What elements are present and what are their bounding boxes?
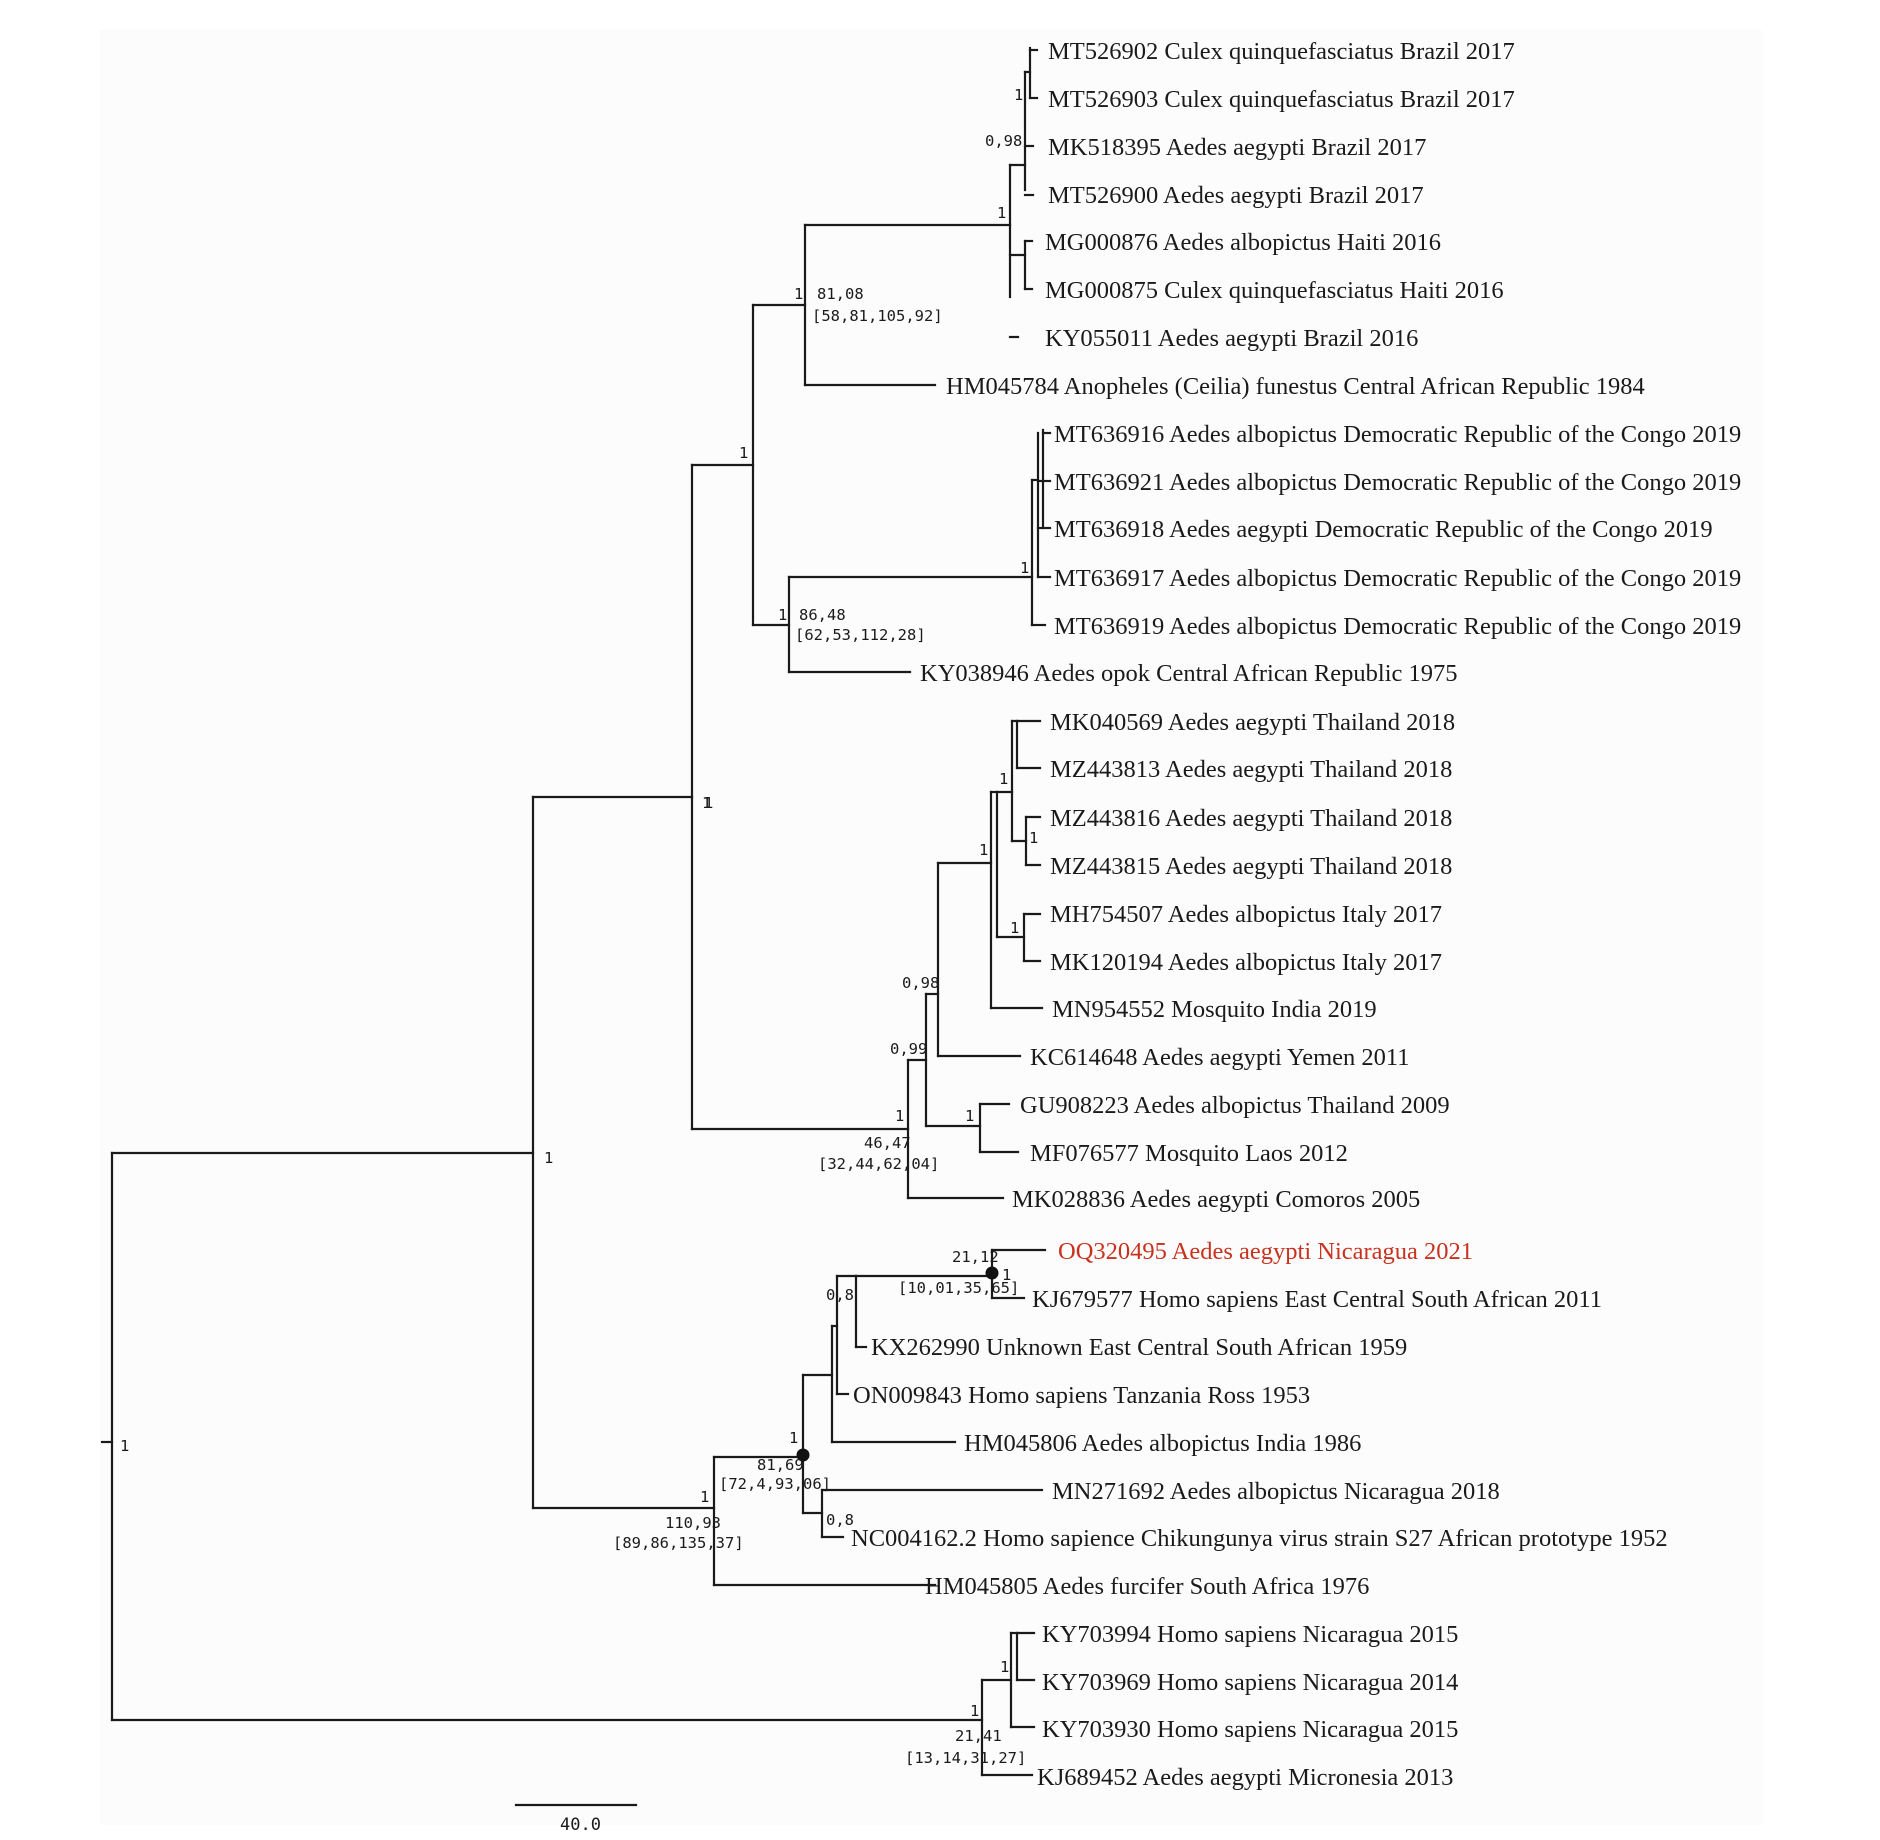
node-hpd: [10,01,35,65] [898, 1279, 1019, 1297]
node-support: 1 [702, 794, 711, 812]
tip-label: KJ689452 Aedes aegypti Micronesia 2013 [1037, 1764, 1453, 1791]
tip-label: HM045784 Anopheles (Ceilia) funestus Cen… [946, 373, 1645, 400]
tree-branches [100, 46, 1052, 1807]
tip-label: MH754507 Aedes albopictus Italy 2017 [1050, 901, 1442, 928]
tip-label: MF076577 Mosquito Laos 2012 [1030, 1140, 1348, 1167]
node-support: 0,98 [985, 132, 1022, 150]
node-hpd: [72,4,93,06] [719, 1475, 831, 1493]
node-support: 1 [1029, 829, 1038, 847]
tip-label: MT636917 Aedes albopictus Democratic Rep… [1054, 565, 1741, 592]
tip-label: MG000875 Culex quinquefasciatus Haiti 20… [1045, 277, 1504, 304]
node-support: 1 [997, 204, 1006, 222]
tip-label: KY703930 Homo sapiens Nicaragua 2015 [1042, 1716, 1458, 1743]
tip-label: HM045806 Aedes albopictus India 1986 [964, 1430, 1361, 1457]
node-support: 0,8 [826, 1511, 854, 1529]
node-age: 21,12 [952, 1248, 999, 1266]
node-marker-ancestral [796, 1448, 810, 1462]
node-age: 21,41 [955, 1727, 1002, 1745]
tip-label: KY703969 Homo sapiens Nicaragua 2014 [1042, 1669, 1458, 1696]
node-hpd: [89,86,135,37] [613, 1534, 744, 1552]
node-support: 1 [544, 1149, 553, 1167]
node-support: 1 [120, 1437, 129, 1455]
node-marker-recent [985, 1266, 999, 1280]
tip-label: MK028836 Aedes aegypti Comoros 2005 [1012, 1186, 1420, 1213]
tip-label: KY038946 Aedes opok Central African Repu… [920, 660, 1458, 687]
node-support: 0,98 [902, 974, 939, 992]
node-support: 1 [1010, 919, 1019, 937]
node-support: 1 [794, 285, 803, 303]
node-support: 1 [965, 1107, 974, 1125]
node-support: 1 [700, 1488, 709, 1506]
node-age: 81,69 [757, 1456, 804, 1474]
tip-label: MZ443816 Aedes aegypti Thailand 2018 [1050, 805, 1452, 832]
tip-label: MT526902 Culex quinquefasciatus Brazil 2… [1048, 38, 1515, 65]
tip-label: MG000876 Aedes albopictus Haiti 2016 [1045, 229, 1441, 256]
tip-label: MK040569 Aedes aegypti Thailand 2018 [1050, 709, 1455, 736]
tip-label: KY055011 Aedes aegypti Brazil 2016 [1045, 325, 1418, 352]
tip-label: MK120194 Aedes albopictus Italy 2017 [1050, 949, 1442, 976]
tip-label: MT636919 Aedes albopictus Democratic Rep… [1054, 613, 1741, 640]
node-age: 46,47 [864, 1134, 911, 1152]
tip-label: GU908223 Aedes albopictus Thailand 2009 [1020, 1092, 1450, 1119]
node-support: 1 [739, 444, 748, 462]
node-support: 1 [1002, 1266, 1011, 1284]
node-support: 1 [778, 606, 787, 624]
tip-label: MT526900 Aedes aegypti Brazil 2017 [1048, 182, 1424, 209]
scale-bar-label: 40.0 [560, 1815, 601, 1835]
node-age: 81,08 [817, 285, 864, 303]
tip-label: MT636916 Aedes albopictus Democratic Rep… [1054, 421, 1741, 448]
node-hpd: [62,53,112,28] [795, 626, 926, 644]
tip-label: KC614648 Aedes aegypti Yemen 2011 [1030, 1044, 1410, 1071]
tip-label: MT636918 Aedes aegypti Democratic Republ… [1054, 516, 1713, 543]
tip-label: MZ443815 Aedes aegypti Thailand 2018 [1050, 853, 1452, 880]
node-hpd: [32,44,62,04] [818, 1155, 939, 1173]
tip-label: KX262990 Unknown East Central South Afri… [871, 1334, 1407, 1361]
tip-label: NC004162.2 Homo sapience Chikungunya vir… [851, 1525, 1668, 1552]
node-support: 1 [1014, 86, 1023, 104]
tip-label: KY703994 Homo sapiens Nicaragua 2015 [1042, 1621, 1458, 1648]
tip-label: HM045805 Aedes furcifer South Africa 197… [925, 1573, 1369, 1600]
node-age: 86,48 [799, 606, 846, 624]
tip-label: ON009843 Homo sapiens Tanzania Ross 1953 [853, 1382, 1310, 1409]
tip-label: MN271692 Aedes albopictus Nicaragua 2018 [1052, 1478, 1500, 1505]
node-support: 0,99 [890, 1040, 927, 1058]
node-support-labels: 1 1 1 1 1 81,08 [58,81,105,92] 1 0,98 1 … [120, 86, 1038, 1767]
node-hpd: [13,14,31,27] [905, 1749, 1026, 1767]
tip-label: MN954552 Mosquito India 2019 [1052, 996, 1377, 1023]
tip-label: MT526903 Culex quinquefasciatus Brazil 2… [1048, 86, 1515, 113]
node-support: 1 [979, 841, 988, 859]
node-support: 1 [704, 794, 713, 812]
node-support: 1 [895, 1107, 904, 1125]
figure-panel [100, 30, 1762, 1825]
node-hpd: [58,81,105,92] [812, 307, 943, 325]
tip-labels: MT526902 Culex quinquefasciatus Brazil 2… [851, 38, 1741, 1791]
tip-label-highlighted: OQ320495 Aedes aegypti Nicaragua 2021 [1058, 1238, 1473, 1265]
node-age: 110,93 [665, 1514, 721, 1532]
node-support: 1 [789, 1429, 798, 1447]
tip-label: MZ443813 Aedes aegypti Thailand 2018 [1050, 756, 1452, 783]
node-support: 1 [1020, 559, 1029, 577]
tip-label: MT636921 Aedes albopictus Democratic Rep… [1054, 469, 1741, 496]
tip-label: MK518395 Aedes aegypti Brazil 2017 [1048, 134, 1426, 161]
node-support: 0,8 [826, 1286, 854, 1304]
node-support: 1 [1000, 1658, 1009, 1676]
node-support: 1 [970, 1702, 979, 1720]
tip-label: KJ679577 Homo sapiens East Central South… [1032, 1286, 1602, 1313]
node-support: 1 [999, 770, 1008, 788]
